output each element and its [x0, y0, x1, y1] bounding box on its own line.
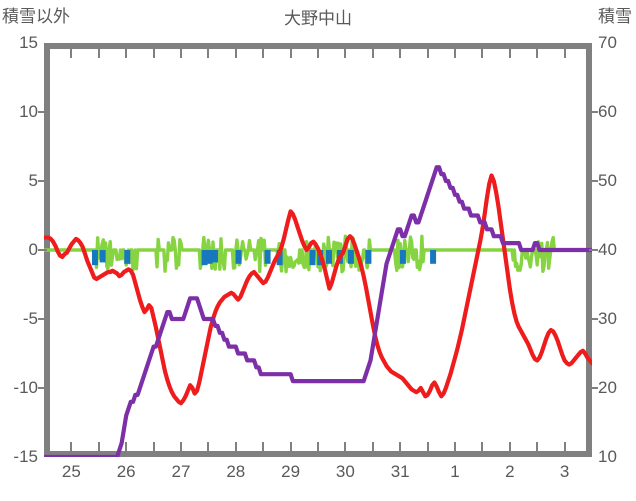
bar-precipitation [347, 250, 354, 264]
tick-top [563, 49, 566, 58]
tick-bottom [536, 442, 539, 451]
y-axis-left-tick-label: -10 [13, 378, 38, 397]
tick-bottom [454, 442, 456, 451]
tick-top [152, 49, 155, 58]
y-axis-right-tick-label: 30 [598, 309, 617, 328]
bar-precipitation [399, 250, 406, 264]
tick-top [344, 49, 347, 58]
tick-top [207, 49, 210, 58]
tick-bottom [508, 442, 511, 451]
tick-top [371, 49, 374, 58]
bar-precipitation [365, 250, 372, 264]
plot-series-layer [44, 43, 592, 457]
bar-precipitation [235, 250, 242, 264]
x-axis-tick-label: 27 [171, 462, 191, 481]
bar-precipitation [91, 250, 98, 266]
y-axis-left-tick-label: -15 [13, 447, 38, 466]
x-axis-tick-label: 3 [559, 462, 570, 481]
y-axis-right-tick-label: 70 [598, 33, 617, 52]
tick-top [125, 49, 128, 58]
tick-bottom [481, 442, 484, 451]
tick-top [180, 49, 182, 58]
left-axis-title: 積雪以外 [2, 7, 70, 26]
tick-top [70, 49, 73, 58]
x-axis-tick-label: 29 [281, 462, 301, 481]
tick-top [426, 49, 429, 58]
tick-bottom [371, 442, 374, 451]
y-axis-right-tick-label: 40 [598, 240, 617, 259]
tick-right [589, 318, 598, 320]
y-axis-left-tick-label: 10 [19, 102, 38, 121]
y-axis-right-tick-label: 20 [598, 378, 617, 397]
bar-precipitation [276, 250, 283, 266]
bar-precipitation [309, 250, 316, 266]
tick-bottom [180, 442, 182, 451]
y-axis-right-tick-label: 50 [598, 171, 617, 190]
tick-bottom [125, 442, 128, 451]
x-axis-tick-label: 31 [390, 462, 410, 481]
tick-top [536, 49, 539, 58]
x-axis-tick-label: 26 [116, 462, 136, 481]
bar-precipitation [430, 250, 437, 264]
tick-top [317, 49, 319, 58]
y-axis-right-tick-label: 10 [598, 447, 617, 466]
tick-right [589, 180, 598, 182]
bar-precipitation [99, 250, 106, 263]
tick-left [38, 111, 47, 113]
tick-bottom [563, 442, 566, 451]
y-axis-left-tick-label: 5 [28, 171, 38, 190]
tick-bottom [426, 442, 429, 451]
series-line-temperature [44, 173, 592, 406]
tick-top [399, 49, 402, 58]
tick-bottom [317, 442, 319, 451]
bar-precipitation [124, 250, 131, 264]
x-axis-tick-label: 2 [505, 462, 515, 481]
x-axis-tick-label: 25 [61, 462, 81, 481]
tick-top [454, 49, 456, 58]
right-axis-title: 積雪 [598, 7, 632, 26]
tick-left [38, 249, 47, 251]
bar-precipitation [211, 250, 218, 263]
tick-bottom [289, 442, 292, 451]
y-axis-left-tick-label: 0 [28, 240, 38, 259]
tick-left [38, 387, 47, 389]
bar-precipitation [264, 250, 271, 264]
tick-right [589, 111, 598, 113]
tick-bottom [399, 442, 402, 451]
tick-top [481, 49, 484, 58]
x-axis-tick-label: 30 [335, 462, 355, 481]
y-axis-left-tick-label: 15 [19, 33, 38, 52]
bar-precipitation [325, 250, 332, 264]
tick-top [234, 49, 237, 58]
tick-bottom [207, 442, 210, 451]
tick-top [97, 49, 100, 58]
tick-top [262, 49, 265, 58]
x-axis-tick-label: 1 [450, 462, 460, 481]
tick-bottom [234, 442, 237, 451]
tick-bottom [262, 442, 265, 451]
bar-precipitation [206, 250, 213, 264]
tick-right [589, 249, 598, 251]
series-line-snow-depth [44, 165, 592, 457]
tick-top [508, 49, 511, 58]
tick-left [38, 180, 47, 182]
series-line-other [44, 234, 592, 274]
tick-bottom [70, 442, 73, 451]
y-axis-right-tick-label: 60 [598, 102, 617, 121]
tick-bottom [152, 442, 155, 451]
tick-right [589, 387, 598, 389]
tick-left [38, 318, 47, 320]
x-axis-tick-label: 28 [226, 462, 246, 481]
chart-title: 大野中山 [284, 9, 352, 28]
tick-bottom [97, 442, 100, 451]
tick-bottom [344, 442, 347, 451]
series-canvas [44, 165, 592, 457]
y-axis-left-tick-label: -5 [22, 309, 38, 328]
bar-precipitation [201, 250, 208, 266]
tick-top [289, 49, 292, 58]
